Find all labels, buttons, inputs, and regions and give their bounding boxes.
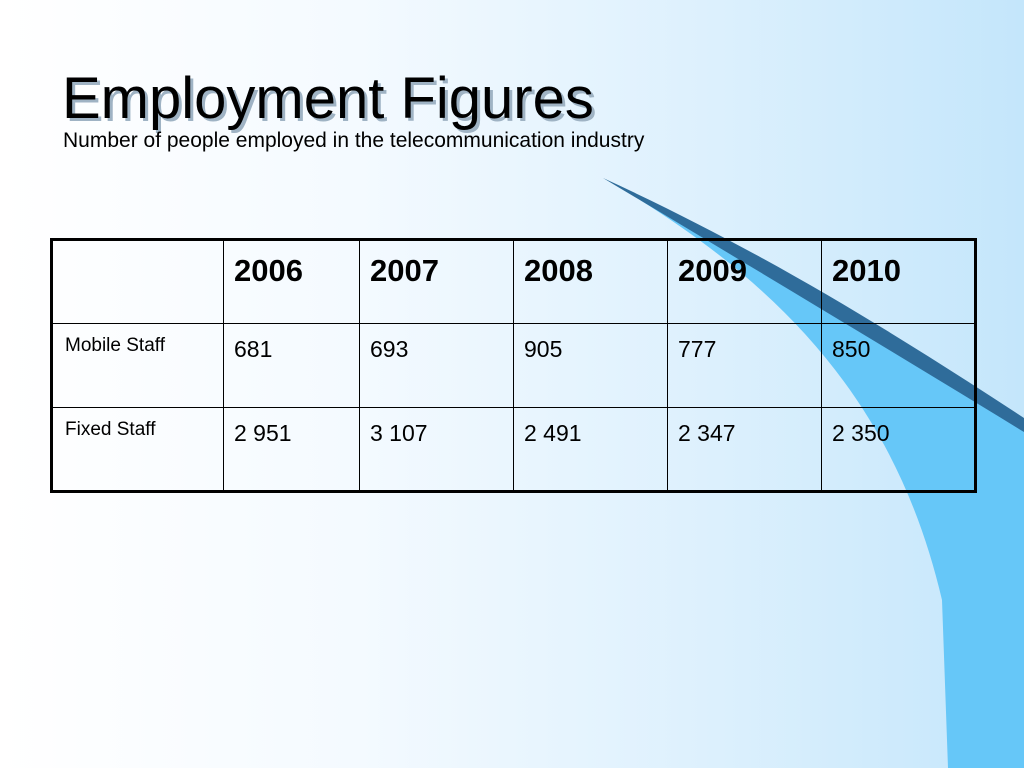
table-cell: 2 491 bbox=[513, 407, 668, 492]
header-cell-2008: 2008 bbox=[513, 239, 668, 324]
header-cell-2007: 2007 bbox=[359, 239, 514, 324]
table-cell: 693 bbox=[359, 323, 514, 408]
header-cell-2006: 2006 bbox=[223, 239, 360, 324]
row-label-mobile-staff: Mobile Staff bbox=[51, 323, 224, 408]
table-cell: 681 bbox=[223, 323, 360, 408]
table-cell: 2 951 bbox=[223, 407, 360, 492]
slide-title: Employment Figures bbox=[62, 66, 594, 131]
table-cell: 2 347 bbox=[667, 407, 822, 492]
table-cell: 905 bbox=[513, 323, 668, 408]
header-cell-empty bbox=[51, 239, 224, 324]
table-cell: 3 107 bbox=[359, 407, 514, 492]
table-row-fixed-staff: Fixed Staff 2 951 3 107 2 491 2 347 2 35… bbox=[51, 407, 976, 492]
header-cell-2010: 2010 bbox=[821, 239, 976, 324]
table-cell: 2 350 bbox=[821, 407, 976, 492]
table-cell: 777 bbox=[667, 323, 822, 408]
table-cell: 850 bbox=[821, 323, 976, 408]
table-row-mobile-staff: Mobile Staff 681 693 905 777 850 bbox=[51, 323, 976, 408]
header-cell-2009: 2009 bbox=[667, 239, 822, 324]
employment-table: 2006 2007 2008 2009 2010 Mobile Staff 68… bbox=[50, 238, 977, 493]
row-label-fixed-staff: Fixed Staff bbox=[51, 407, 224, 492]
slide-subtitle: Number of people employed in the telecom… bbox=[63, 129, 645, 152]
table-header-row: 2006 2007 2008 2009 2010 bbox=[51, 239, 976, 324]
